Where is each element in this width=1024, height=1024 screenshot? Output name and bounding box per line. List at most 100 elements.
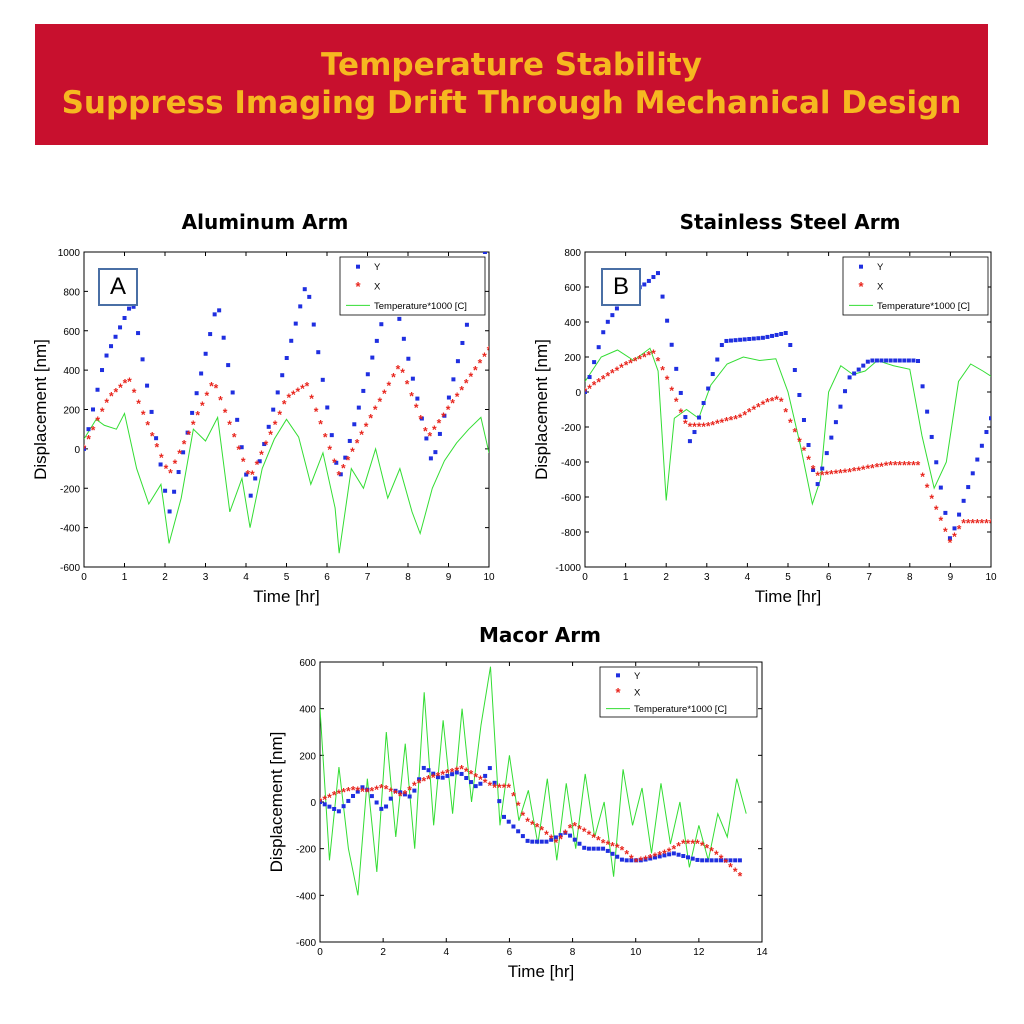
y-series-point <box>843 389 848 394</box>
x-series-point: * <box>127 375 132 389</box>
x-series-point: * <box>642 351 647 365</box>
x-series-point: * <box>214 381 219 395</box>
x-series-point: * <box>591 831 596 845</box>
x-series-point: * <box>391 371 396 385</box>
x-tick-label: 2 <box>380 947 386 958</box>
y-series-point <box>311 322 316 327</box>
y-series-point <box>884 358 889 363</box>
x-series-point: * <box>724 415 729 429</box>
y-series-point <box>852 371 857 376</box>
legend-label: X <box>374 282 381 293</box>
y-series-point <box>624 858 629 863</box>
y-series-point <box>86 427 91 432</box>
y-series-point <box>185 430 190 435</box>
y-series-point <box>879 358 884 363</box>
x-series-point: * <box>619 361 624 375</box>
x-series-point: * <box>314 405 319 419</box>
x-series-point: * <box>450 765 455 779</box>
x-series-point: * <box>669 384 674 398</box>
y-series-point <box>407 794 412 799</box>
y-series-point <box>302 287 307 292</box>
y-series-point <box>194 391 199 396</box>
y-series-point <box>379 322 384 327</box>
x-series-point: * <box>747 406 752 420</box>
x-series-point: * <box>236 443 241 457</box>
x-series-point: * <box>961 516 966 530</box>
y-series-point <box>316 350 321 355</box>
legend-label: Temperature*1000 [C] <box>634 704 727 715</box>
y-series-point <box>916 359 921 364</box>
x-series-point: * <box>336 469 341 483</box>
y-series-point <box>451 377 456 382</box>
y-series-point <box>783 330 788 335</box>
x-series-point: * <box>300 382 305 396</box>
legend-x-swatch: * <box>858 279 864 294</box>
x-series-point: * <box>865 462 870 476</box>
y-series-point <box>361 388 366 393</box>
x-series-point: * <box>516 799 521 813</box>
y-series-point <box>149 409 154 414</box>
y-axis-label: Displacement [nm] <box>31 339 50 480</box>
y-series-point <box>145 383 150 388</box>
x-series-point: * <box>359 428 364 442</box>
y-tick-label: 200 <box>564 353 581 364</box>
x-series-point: * <box>938 514 943 528</box>
y-series-point <box>568 833 573 838</box>
x-series-point: * <box>492 781 497 795</box>
x-series-point: * <box>468 370 473 384</box>
y-series-point <box>502 814 507 819</box>
y-series-point <box>426 768 431 773</box>
y-series-point <box>516 829 521 834</box>
x-series-point: * <box>596 376 601 390</box>
y-series-point <box>947 536 952 541</box>
x-series-point: * <box>483 776 488 790</box>
y-series-point <box>332 806 337 811</box>
series-group: ****************************************… <box>84 252 489 554</box>
x-series-point: * <box>838 466 843 480</box>
x-series-point: * <box>929 492 934 506</box>
y-series-point <box>797 393 802 397</box>
x-series-point: * <box>350 445 355 459</box>
y-series-point <box>226 363 231 368</box>
y-series-point <box>280 373 285 378</box>
x-series-point: * <box>554 836 559 850</box>
x-series-point: * <box>209 380 214 394</box>
x-series-point: * <box>656 354 661 368</box>
x-series-point: * <box>360 785 365 799</box>
x-tick-label: 8 <box>907 572 913 583</box>
x-series-point: * <box>667 845 672 859</box>
x-series-point: * <box>824 468 829 482</box>
x-series-point: * <box>95 414 100 428</box>
x-series-point: * <box>638 854 643 868</box>
temperature-series-line <box>320 666 747 896</box>
y-series-point <box>615 854 620 859</box>
y-series-point <box>770 333 775 338</box>
x-series-point: * <box>793 426 798 440</box>
x-series-point: * <box>657 849 662 863</box>
y-series-point <box>870 358 875 363</box>
x-series-point: * <box>615 841 620 855</box>
x-series-point: * <box>250 468 255 482</box>
x-series-point: * <box>379 782 384 796</box>
y-series-point <box>230 390 235 395</box>
x-series-point: * <box>648 851 653 865</box>
legend-label: X <box>877 282 884 293</box>
y-series-point <box>714 858 719 863</box>
x-series-point: * <box>154 440 159 454</box>
x-series-point: * <box>264 438 269 452</box>
x-tick-label: 3 <box>704 572 710 583</box>
x-series-point: * <box>587 828 592 842</box>
x-series-point: * <box>802 444 807 458</box>
y-series-point <box>464 775 469 780</box>
x-series-point: * <box>205 389 210 403</box>
y-series-point <box>833 420 838 425</box>
x-series-point: * <box>582 825 587 839</box>
y-series-point <box>289 338 294 343</box>
y-series-point <box>506 819 511 824</box>
x-series-point: * <box>437 416 442 430</box>
x-tick-label: 0 <box>81 572 87 583</box>
y-series-point <box>943 510 948 515</box>
y-series-point <box>671 851 676 856</box>
y-series-point <box>651 275 656 280</box>
